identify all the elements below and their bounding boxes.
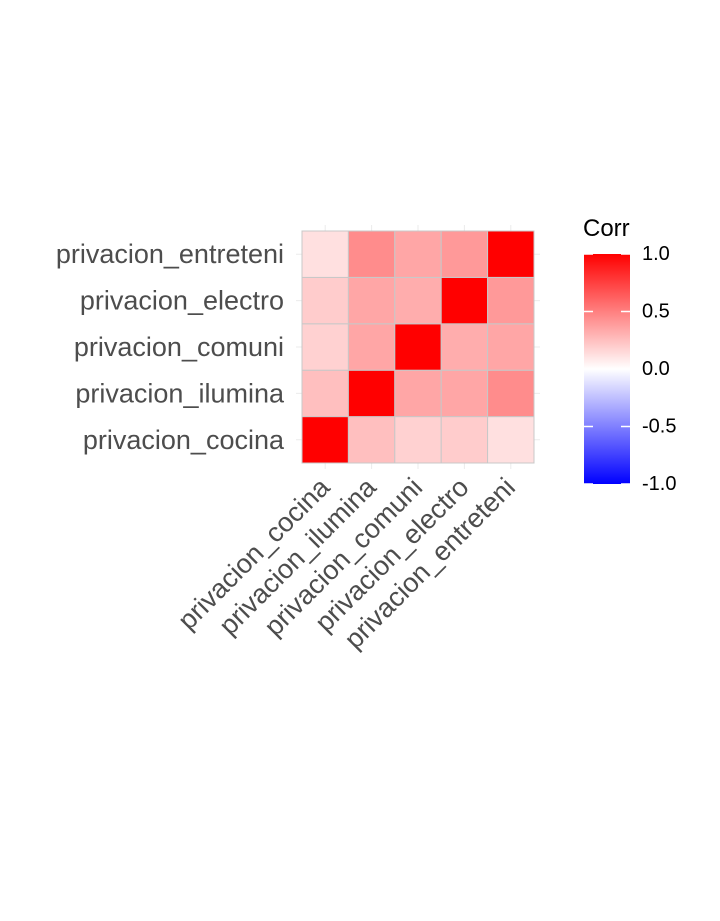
heatmap-cell <box>394 323 442 371</box>
heatmap-cell <box>301 416 349 464</box>
heatmap-cell <box>487 416 535 464</box>
heatmap-cell <box>487 369 535 418</box>
heatmap-cell <box>394 230 442 278</box>
heatmap-cell <box>301 369 349 418</box>
heatmap-cell <box>347 416 396 464</box>
heatmap-cell <box>440 369 489 418</box>
color-legend: Corr 1.0 0.5 0.0 -0.5 -1.0 <box>583 215 676 495</box>
heatmap-cell <box>440 416 489 464</box>
heatmap-cell <box>394 416 442 464</box>
heatmap-cell <box>487 323 535 371</box>
heatmap-cell <box>301 276 349 325</box>
heatmap-cell <box>394 276 442 325</box>
y-tick-label: privacion_ilumina <box>75 378 285 408</box>
heatmap-cell <box>301 323 349 371</box>
legend-tick-label: 0.5 <box>642 301 670 323</box>
legend-tick-label: 0.0 <box>642 358 670 380</box>
heatmap-cell <box>440 230 489 278</box>
heatmap-cell <box>487 230 535 278</box>
x-axis-labels: privacion_cocinaprivacion_iluminaprivaci… <box>172 471 521 654</box>
legend-title: Corr <box>583 215 630 242</box>
y-tick-label: privacion_entreteni <box>56 239 284 269</box>
y-tick-label: privacion_cocina <box>83 425 285 455</box>
heatmap-cell <box>347 369 396 418</box>
y-tick-label: privacion_electro <box>80 286 284 316</box>
legend-tick-label: -1.0 <box>642 473 676 495</box>
heatmap-cell <box>440 323 489 371</box>
legend-ticks: 1.0 0.5 0.0 -0.5 -1.0 <box>584 243 676 495</box>
heatmap-cell <box>394 369 442 418</box>
heatmap-cell <box>301 230 349 278</box>
heatmap-cell <box>440 276 489 325</box>
heatmap-cells <box>301 230 535 464</box>
legend-tick-label: -0.5 <box>642 416 676 438</box>
heatmap-cell <box>347 323 396 371</box>
heatmap-cell <box>347 276 396 325</box>
heatmap-cell <box>487 276 535 325</box>
heatmap-cell <box>347 230 396 278</box>
legend-tick-label: 1.0 <box>642 243 670 265</box>
y-tick-label: privacion_comuni <box>74 332 284 362</box>
y-axis-labels: privacion_cocina privacion_ilumina privaci… <box>56 239 285 455</box>
